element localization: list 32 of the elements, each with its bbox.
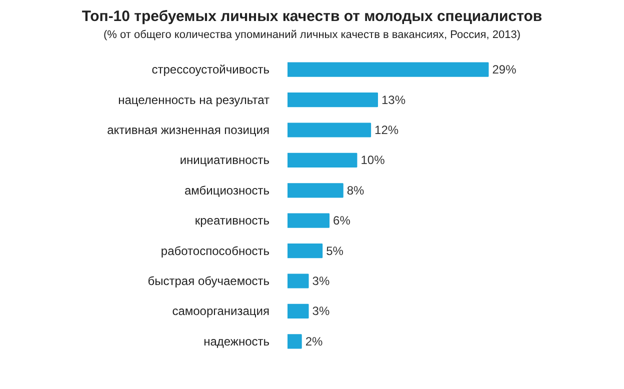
data-label: 6% [333, 214, 351, 228]
data-label: 13% [381, 92, 406, 107]
data-label: 8% [346, 183, 365, 198]
y-tick-label: самоорганизация [172, 304, 270, 318]
data-label: 5% [326, 244, 344, 258]
bar [288, 62, 489, 77]
bar [288, 304, 309, 318]
y-tick-label: надежность [204, 334, 270, 348]
bar [288, 334, 302, 349]
bar [288, 183, 344, 198]
data-label: 29% [492, 62, 517, 77]
chart-subtitle: (% от общего количества упоминаний личных качеств в вакансиях, Россия, 2013) [104, 28, 520, 43]
data-label: 3% [312, 304, 330, 318]
y-tick-label: активная жизненная позиция [107, 123, 270, 137]
bar [288, 122, 372, 138]
y-tick-label: креативность [194, 214, 270, 228]
data-label: 2% [305, 334, 324, 348]
bar [288, 152, 358, 168]
bar [288, 274, 309, 288]
y-tick-label: нацеленность на результат [118, 92, 270, 107]
bar [288, 244, 323, 258]
y-tick-label: быстрая обучаемость [148, 274, 270, 288]
chart-title: Топ-10 требуемых личных качеств от молодых специалистов [82, 7, 542, 27]
y-tick-label: стрессоустойчивость [152, 62, 270, 77]
y-tick-label: работоспособность [160, 244, 270, 258]
data-label: 10% [360, 153, 386, 168]
data-label: 3% [312, 274, 330, 288]
bar [288, 213, 330, 228]
y-tick-label: амбициозность [184, 183, 270, 198]
y-tick-label: инициативность [180, 153, 270, 168]
data-label: 12% [374, 123, 399, 137]
bar [288, 92, 378, 108]
